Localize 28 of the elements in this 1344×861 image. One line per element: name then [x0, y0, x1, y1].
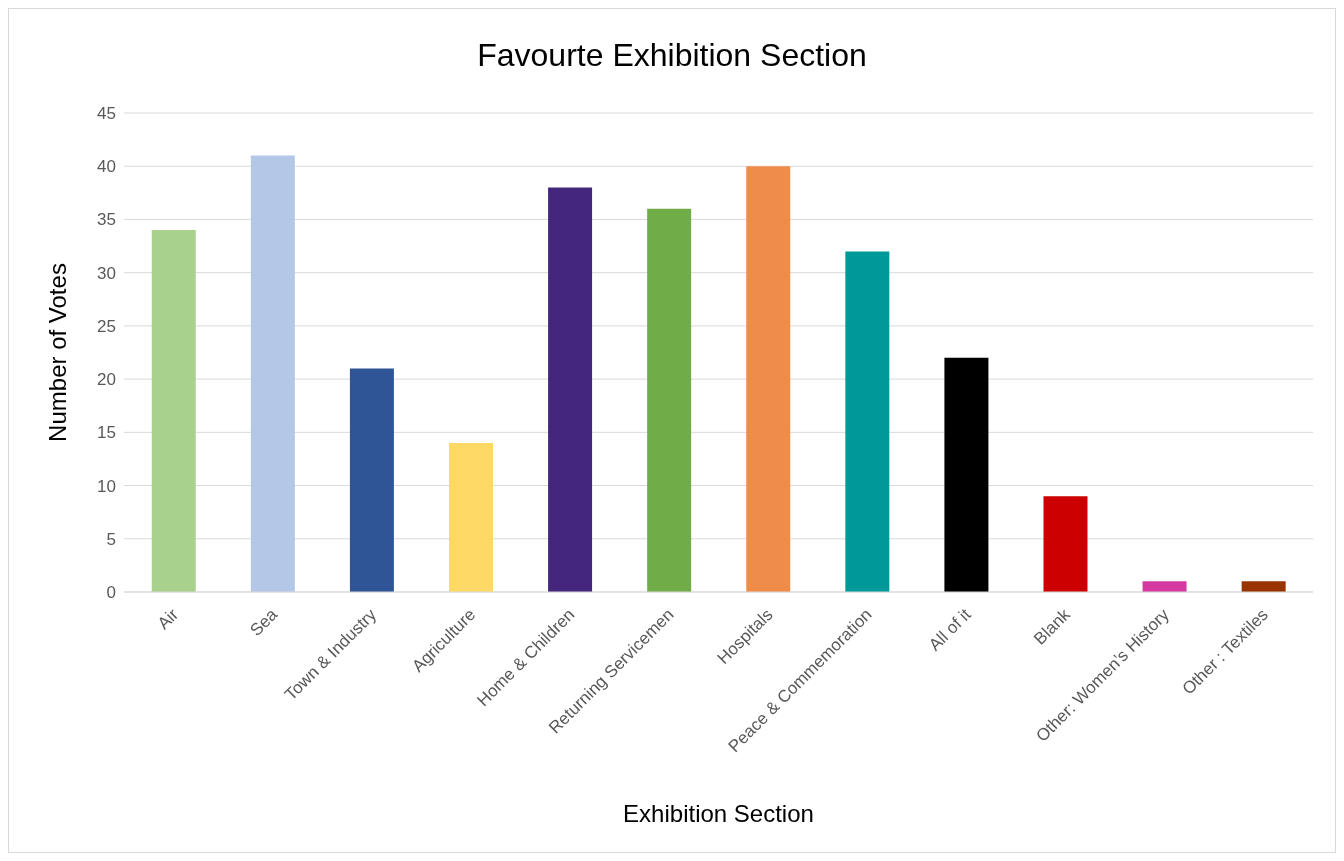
y-tick-label: 35 [97, 210, 116, 230]
y-axis-title: Number of Votes [43, 263, 71, 442]
bar [746, 166, 791, 592]
bar [250, 155, 295, 592]
x-tick-label: All of it [925, 604, 975, 655]
chart-title: Favourte Exhibition Section [476, 37, 868, 74]
y-tick-label: 0 [106, 583, 116, 603]
bar [151, 230, 196, 592]
bar [1043, 496, 1088, 592]
y-tick-label: 15 [97, 423, 116, 443]
y-tick-label: 30 [97, 263, 116, 283]
y-tick-label: 10 [97, 476, 116, 496]
bar [647, 208, 692, 592]
x-tick-label: Sea [246, 604, 282, 640]
x-tick-label: Air [153, 604, 183, 634]
y-tick-label: 45 [97, 104, 116, 124]
bar [448, 442, 493, 592]
bar [349, 368, 394, 592]
y-tick-label: 5 [106, 529, 116, 549]
y-tick-label: 40 [97, 157, 116, 177]
x-axis-title: Exhibition Section [623, 800, 814, 827]
bar [548, 187, 593, 592]
bar [1241, 581, 1286, 592]
bar [1142, 581, 1187, 592]
bar [845, 251, 890, 592]
bar [944, 357, 989, 592]
y-tick-label: 25 [97, 316, 116, 336]
y-tick-label: 20 [97, 370, 116, 390]
